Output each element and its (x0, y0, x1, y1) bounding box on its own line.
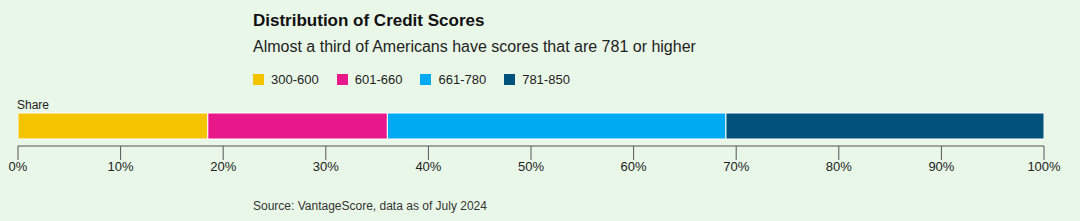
html-text:781-850: 781-850 (522, 72, 570, 87)
html-text:300-600: 300-600 (271, 72, 319, 87)
svg-text:20%: 20% (210, 159, 236, 174)
svg-text:90%: 90% (928, 159, 954, 174)
svg-text:10%: 10% (108, 159, 134, 174)
svg-text:80%: 80% (826, 159, 852, 174)
svg-text:30%: 30% (313, 159, 339, 174)
html-text:661-780: 661-780 (438, 72, 487, 87)
svg-text:Share: Share (17, 98, 49, 112)
svg-text:70%: 70% (723, 159, 749, 174)
svg-text:60%: 60% (621, 159, 647, 174)
svg-text:100%: 100% (1027, 159, 1061, 174)
html-text:Almost a third of Americans ha: Almost a third of Americans have scores … (253, 38, 696, 55)
html-text:Source: VantageScore, data as: Source: VantageScore, data as of July 20… (253, 199, 487, 213)
html-text:Distribution of Credit Scores: Distribution of Credit Scores (253, 11, 485, 30)
svg-text:0%: 0% (9, 159, 28, 174)
svg-text:40%: 40% (415, 159, 441, 174)
html-text:601-660: 601-660 (354, 72, 403, 87)
svg-text:50%: 50% (518, 159, 544, 174)
